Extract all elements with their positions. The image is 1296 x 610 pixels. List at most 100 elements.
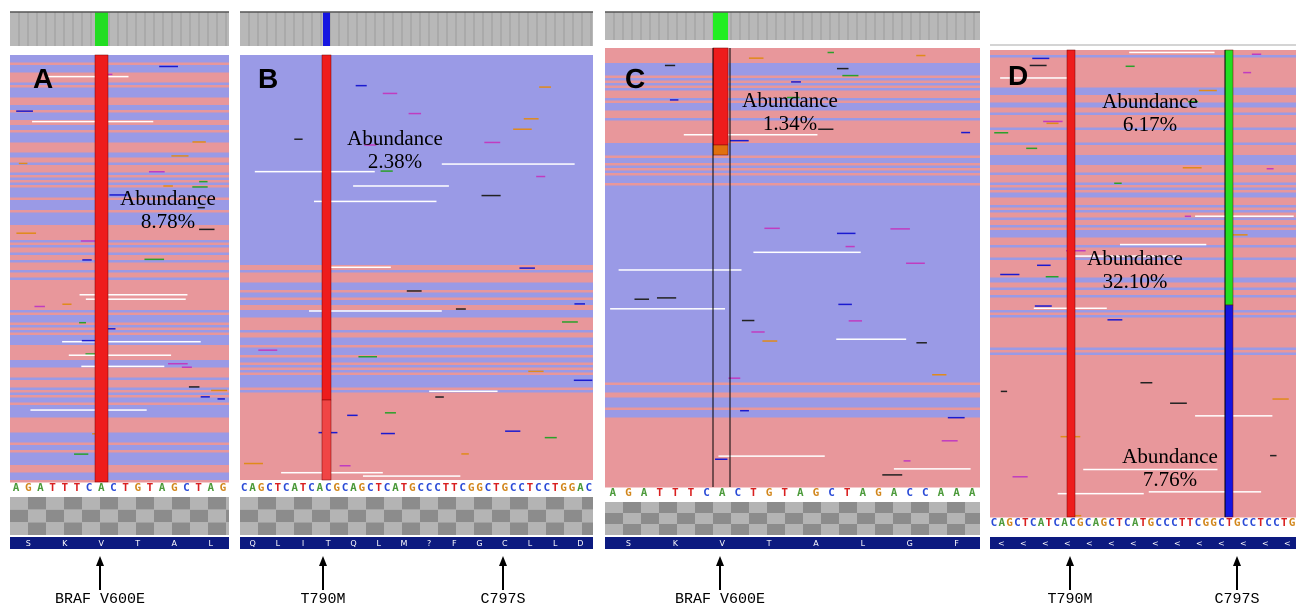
read-row (990, 72, 1296, 75)
codon (136, 522, 154, 535)
read-row (990, 415, 1296, 418)
read-row (990, 250, 1296, 253)
read-row (990, 380, 1296, 383)
read-row (10, 65, 229, 68)
read-row (10, 480, 229, 483)
mismatch (429, 390, 498, 393)
strand-arrow: < (998, 539, 1005, 548)
read-row (240, 337, 593, 340)
read-row (240, 90, 593, 93)
base: T (443, 481, 450, 494)
codon (528, 497, 546, 510)
base: A (13, 481, 20, 494)
read-row (240, 430, 593, 433)
base: T (275, 481, 282, 494)
read-row (10, 285, 229, 288)
read-row (10, 352, 229, 355)
strand-arrow: < (1284, 539, 1291, 548)
mismatch (1125, 65, 1135, 68)
read-row (240, 80, 593, 83)
read-row (10, 472, 229, 475)
codon (546, 497, 564, 510)
read-row (605, 55, 980, 58)
mismatch (382, 92, 398, 95)
read-row (605, 155, 980, 158)
mismatch (838, 303, 852, 306)
mismatch (903, 460, 911, 462)
read-row (10, 305, 229, 308)
codon (695, 502, 713, 513)
base: T (451, 481, 458, 494)
codon (46, 509, 64, 523)
read-row (990, 435, 1296, 438)
read-row (990, 90, 1296, 93)
base: C (1265, 516, 1272, 529)
read-row (240, 87, 593, 90)
read-row (990, 82, 1296, 85)
codon (510, 522, 528, 535)
codon (402, 509, 420, 523)
mismatch (539, 86, 552, 88)
read-row (605, 297, 980, 300)
mismatch (634, 298, 650, 300)
read-row (240, 127, 593, 130)
codon (857, 513, 875, 524)
read-row (990, 297, 1296, 300)
read-row (240, 340, 593, 343)
read-row (240, 437, 593, 440)
codon (767, 524, 785, 535)
base: A (938, 486, 945, 499)
codon (965, 524, 980, 535)
read-row (990, 115, 1296, 118)
read-row (10, 185, 229, 188)
read-row (990, 392, 1296, 395)
gene-track (10, 537, 229, 549)
read-row (990, 482, 1296, 485)
strand-arrow: < (1086, 539, 1093, 548)
read-row (605, 240, 980, 243)
read-row (605, 83, 980, 86)
read-row (990, 352, 1296, 355)
read-row (240, 245, 593, 248)
abundance-value: 2.38% (368, 149, 422, 173)
read-row (990, 117, 1296, 120)
base: C (703, 486, 710, 499)
mismatch (254, 170, 375, 173)
mismatch (748, 57, 764, 59)
codon (456, 497, 474, 510)
read-row (240, 445, 593, 448)
read-row (605, 377, 980, 380)
codon (623, 524, 641, 535)
base: C (1030, 516, 1037, 529)
read-row (605, 178, 980, 181)
base: A (1061, 516, 1068, 529)
read-row (10, 462, 229, 465)
mismatch (347, 414, 358, 417)
strand-arrow: < (1174, 539, 1181, 548)
read-row (990, 390, 1296, 393)
codon (384, 509, 402, 523)
read-row (990, 350, 1296, 353)
read-row (10, 222, 229, 225)
base: A (891, 486, 898, 499)
codon (929, 502, 947, 513)
read-row (10, 260, 229, 263)
mismatch (168, 362, 188, 365)
read-row (605, 390, 980, 393)
mismatch (199, 180, 208, 183)
read-row (990, 477, 1296, 480)
panel-letter: A (33, 63, 53, 94)
codon (28, 497, 46, 510)
read-row (10, 445, 229, 448)
read-row (10, 477, 229, 480)
read-row (10, 170, 229, 173)
read-row (240, 172, 593, 175)
read-row (990, 227, 1296, 230)
base: A (249, 481, 256, 494)
read-row (990, 237, 1296, 240)
read-row (240, 390, 593, 393)
read-row (10, 87, 229, 90)
mismatch (741, 319, 755, 322)
read-row (240, 317, 593, 320)
codon (456, 522, 474, 535)
